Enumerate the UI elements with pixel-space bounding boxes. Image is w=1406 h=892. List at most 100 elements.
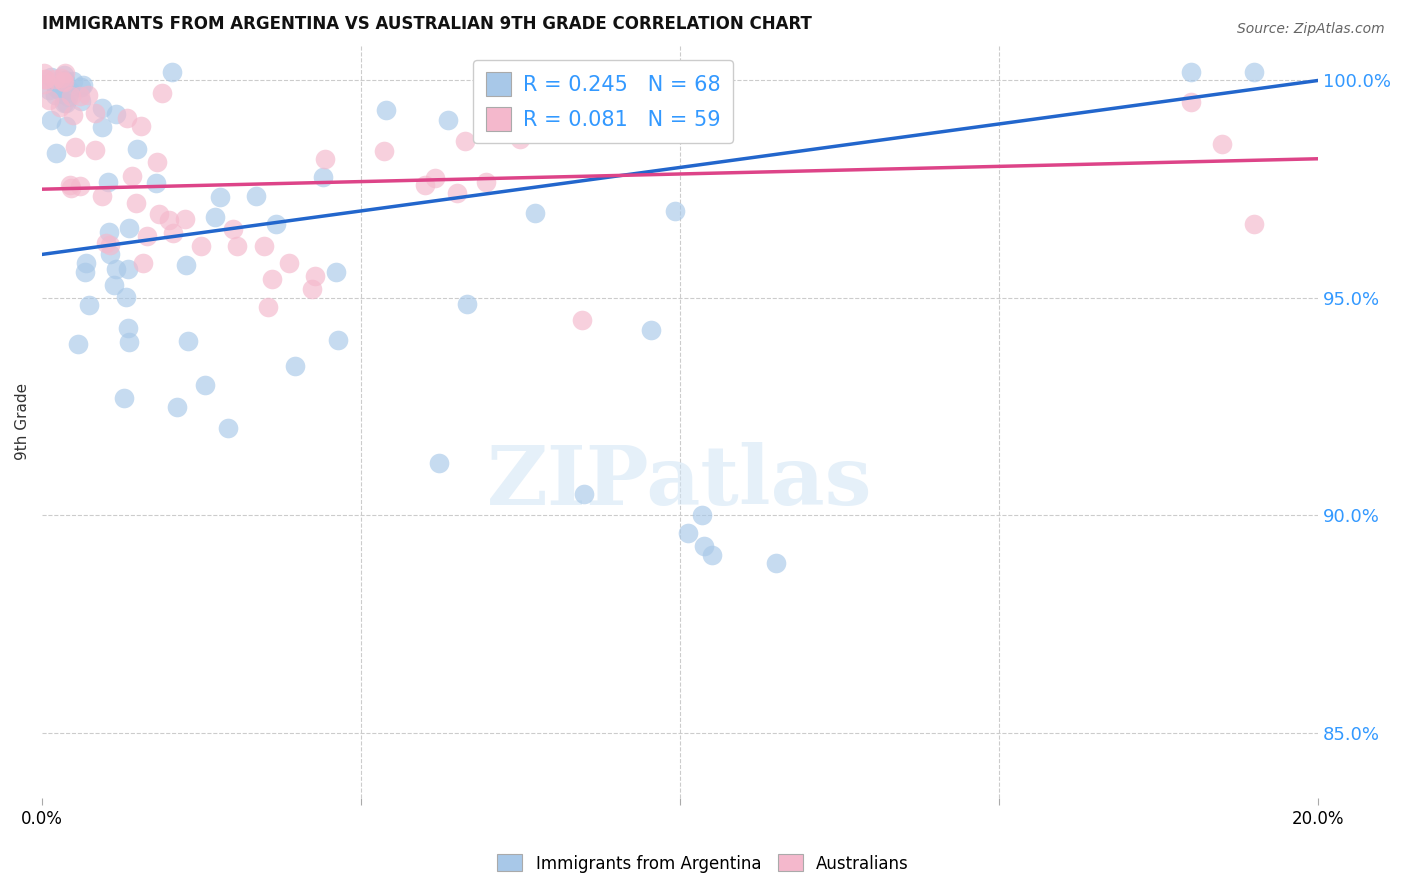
Point: [174, 258, 197, 272]
Point: [55, 95, 77, 110]
Point: [105, 261, 128, 276]
Point: [34, 72, 56, 87]
Point: [437, 112, 460, 127]
Point: [1211, 137, 1233, 152]
Point: [446, 186, 468, 201]
Point: [209, 190, 232, 204]
Point: [94, 236, 117, 251]
Point: [38, 83, 60, 97]
Point: [77, 298, 100, 312]
Point: [44, 72, 66, 87]
Point: [456, 297, 478, 311]
Point: [260, 272, 283, 286]
Point: [62, 73, 84, 87]
Point: [69, 179, 91, 194]
Point: [32, 77, 55, 91]
Point: [112, 391, 135, 405]
Point: [264, 218, 287, 232]
Point: [423, 170, 446, 185]
Point: [328, 333, 350, 347]
Point: [693, 539, 716, 553]
Point: [304, 269, 326, 284]
Point: [98, 226, 121, 240]
Point: [97, 175, 120, 189]
Point: [700, 548, 723, 562]
Point: [173, 211, 195, 226]
Point: [664, 204, 686, 219]
Point: [571, 312, 593, 326]
Point: [453, 134, 475, 148]
Point: [62, 108, 84, 122]
Point: [177, 334, 200, 349]
Point: [325, 265, 347, 279]
Point: [53, 66, 76, 80]
Point: [90, 120, 112, 134]
Point: [132, 256, 155, 270]
Point: [52, 68, 75, 82]
Point: [765, 556, 787, 570]
Point: [118, 334, 141, 349]
Point: [373, 144, 395, 158]
Point: [640, 323, 662, 337]
Point: [509, 132, 531, 146]
Point: [115, 111, 138, 125]
Point: [145, 176, 167, 190]
Point: [148, 207, 170, 221]
Point: [541, 68, 564, 82]
Point: [152, 86, 174, 100]
Text: Source: ZipAtlas.com: Source: ZipAtlas.com: [1237, 22, 1385, 37]
Point: [70, 94, 93, 108]
Point: [67, 337, 90, 351]
Point: [301, 282, 323, 296]
Point: [312, 169, 335, 184]
Point: [125, 142, 148, 156]
Point: [162, 226, 184, 240]
Point: [69, 80, 91, 95]
Point: [83, 144, 105, 158]
Point: [253, 238, 276, 252]
Point: [63, 140, 86, 154]
Point: [117, 320, 139, 334]
Point: [1243, 217, 1265, 231]
Point: [204, 210, 226, 224]
Point: [39, 70, 62, 85]
Point: [1180, 64, 1202, 78]
Point: [38, 93, 60, 107]
Point: [75, 265, 97, 279]
Point: [676, 525, 699, 540]
Point: [136, 229, 159, 244]
Point: [690, 508, 713, 523]
Point: [427, 456, 450, 470]
Point: [257, 300, 280, 314]
Point: [103, 277, 125, 292]
Point: [53, 87, 76, 101]
Point: [117, 261, 139, 276]
Point: [129, 119, 152, 133]
Point: [105, 107, 128, 121]
Point: [98, 247, 121, 261]
Point: [49, 70, 72, 85]
Point: [52, 74, 75, 88]
Point: [52, 95, 75, 110]
Legend: Immigrants from Argentina, Australians: Immigrants from Argentina, Australians: [491, 847, 915, 880]
Text: IMMIGRANTS FROM ARGENTINA VS AUSTRALIAN 9TH GRADE CORRELATION CHART: IMMIGRANTS FROM ARGENTINA VS AUSTRALIAN …: [42, 15, 811, 33]
Point: [124, 196, 146, 211]
Point: [45, 81, 67, 95]
Point: [166, 400, 188, 414]
Point: [225, 239, 247, 253]
Point: [52, 75, 75, 89]
Legend: R = 0.245   N = 68, R = 0.081   N = 59: R = 0.245 N = 68, R = 0.081 N = 59: [474, 60, 734, 144]
Point: [157, 212, 180, 227]
Point: [284, 359, 307, 373]
Point: [278, 256, 301, 270]
Y-axis label: 9th Grade: 9th Grade: [15, 384, 30, 460]
Point: [59, 178, 82, 192]
Point: [1180, 95, 1202, 109]
Point: [83, 106, 105, 120]
Point: [34, 71, 56, 86]
Point: [45, 145, 67, 160]
Point: [56, 90, 79, 104]
Point: [475, 175, 498, 189]
Point: [72, 78, 94, 93]
Point: [523, 206, 546, 220]
